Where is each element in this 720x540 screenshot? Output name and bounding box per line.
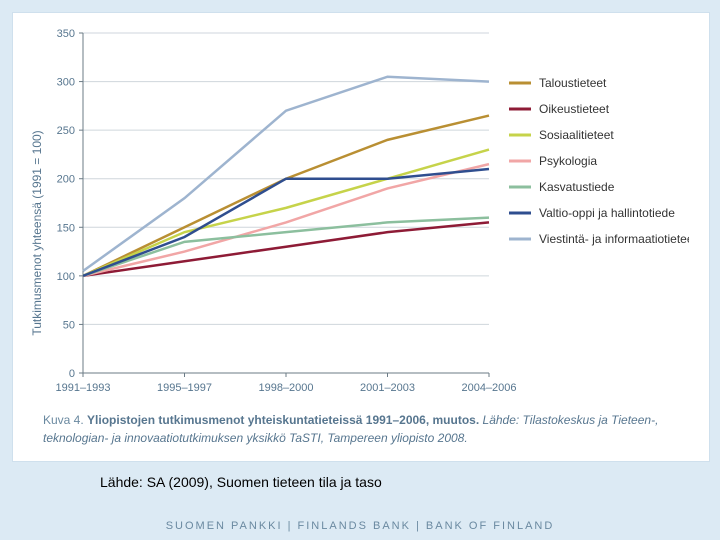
caption-lead: Kuva 4. — [43, 413, 84, 427]
y-tick-label: 350 — [57, 28, 75, 40]
legend-label: Sosiaalitieteet — [539, 128, 614, 142]
y-tick-label: 50 — [63, 319, 75, 331]
x-tick-label: 2004–2006 — [461, 382, 516, 394]
figure-caption: Kuva 4. Yliopistojen tutkimusmenot yhtei… — [43, 411, 689, 447]
legend-label: Taloustieteet — [539, 76, 607, 90]
y-tick-label: 100 — [57, 271, 75, 283]
caption-bold: Yliopistojen tutkimusmenot yhteiskuntati… — [87, 413, 479, 427]
y-tick-label: 150 — [57, 222, 75, 234]
y-tick-label: 300 — [57, 77, 75, 89]
legend-label: Valtio-oppi ja hallintotiede — [539, 206, 675, 220]
x-tick-label: 1995–1997 — [157, 382, 212, 394]
series-line — [83, 150, 489, 276]
x-tick-label: 1991–1993 — [55, 382, 110, 394]
y-tick-label: 250 — [57, 125, 75, 137]
chart-area: 0 50 100 150 200 250 300 350 1991–1993 1995–1997 1… — [33, 23, 689, 403]
y-tick-label: 200 — [57, 174, 75, 186]
y-tick-label: 0 — [69, 368, 75, 380]
footer-text: SUOMEN PANKKI | FINLANDS BANK | BANK OF … — [0, 520, 720, 532]
x-tick-label: 1998–2000 — [258, 382, 313, 394]
slide: Tutkimusmenot yhteensä (1991 = 100) 0501… — [0, 0, 720, 540]
legend-label: Psykologia — [539, 154, 597, 168]
legend-label: Kasvatustiede — [539, 180, 615, 194]
x-tick-label: 2001–2003 — [360, 382, 415, 394]
figure-panel: Tutkimusmenot yhteensä (1991 = 100) 0501… — [12, 12, 710, 462]
line-chart: 0 50 100 150 200 250 300 350 1991–1993 1995–1997 1… — [33, 23, 689, 403]
legend-label: Oikeustieteet — [539, 102, 610, 116]
source-line: Lähde: SA (2009), Suomen tieteen tila ja… — [100, 474, 382, 490]
legend-label: Viestintä- ja informaatiotieteet — [539, 232, 689, 246]
